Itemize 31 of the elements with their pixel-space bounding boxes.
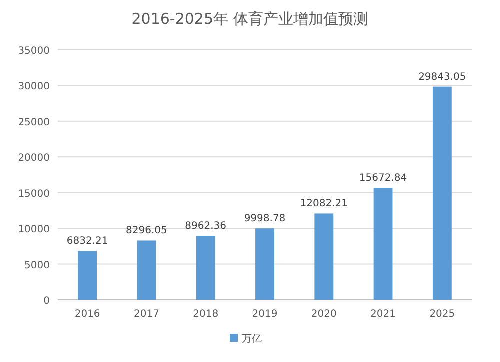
x-tick-label: 2021 bbox=[370, 309, 396, 320]
x-tick-label: 2018 bbox=[193, 309, 219, 320]
data-label: 29843.05 bbox=[418, 72, 466, 83]
y-tick-label: 20000 bbox=[18, 153, 50, 164]
chart-title: 2016-2025年 体育产业增加值预测 bbox=[132, 10, 368, 28]
y-tick-label: 10000 bbox=[18, 224, 50, 236]
y-tick-label: 30000 bbox=[18, 82, 50, 93]
x-tick-label: 2016 bbox=[74, 309, 100, 320]
data-label: 8296.05 bbox=[126, 226, 168, 237]
x-tick-label: 2017 bbox=[134, 309, 160, 320]
data-label: 12082.21 bbox=[300, 198, 348, 210]
bar bbox=[432, 86, 452, 300]
y-tick-label: 0 bbox=[44, 296, 50, 307]
bar bbox=[374, 188, 393, 300]
legend-label: 万亿 bbox=[242, 334, 262, 345]
bar bbox=[78, 251, 98, 300]
y-tick-label: 15000 bbox=[18, 188, 50, 200]
y-tick-label: 25000 bbox=[18, 117, 50, 128]
y-tick-label: 5000 bbox=[24, 260, 50, 272]
y-tick-label: 35000 bbox=[18, 46, 50, 57]
data-label: 9998.78 bbox=[244, 214, 286, 225]
bar bbox=[196, 236, 216, 300]
bar bbox=[137, 240, 156, 300]
bar bbox=[256, 228, 274, 300]
x-tick-label: 2020 bbox=[311, 309, 337, 320]
data-label: 6832.21 bbox=[66, 236, 108, 248]
x-tick-label: 2025 bbox=[430, 309, 456, 320]
data-label: 8962.36 bbox=[185, 220, 227, 232]
data-label: 15672.84 bbox=[359, 173, 408, 184]
x-tick-label: 2019 bbox=[252, 309, 278, 320]
bar bbox=[314, 214, 334, 300]
